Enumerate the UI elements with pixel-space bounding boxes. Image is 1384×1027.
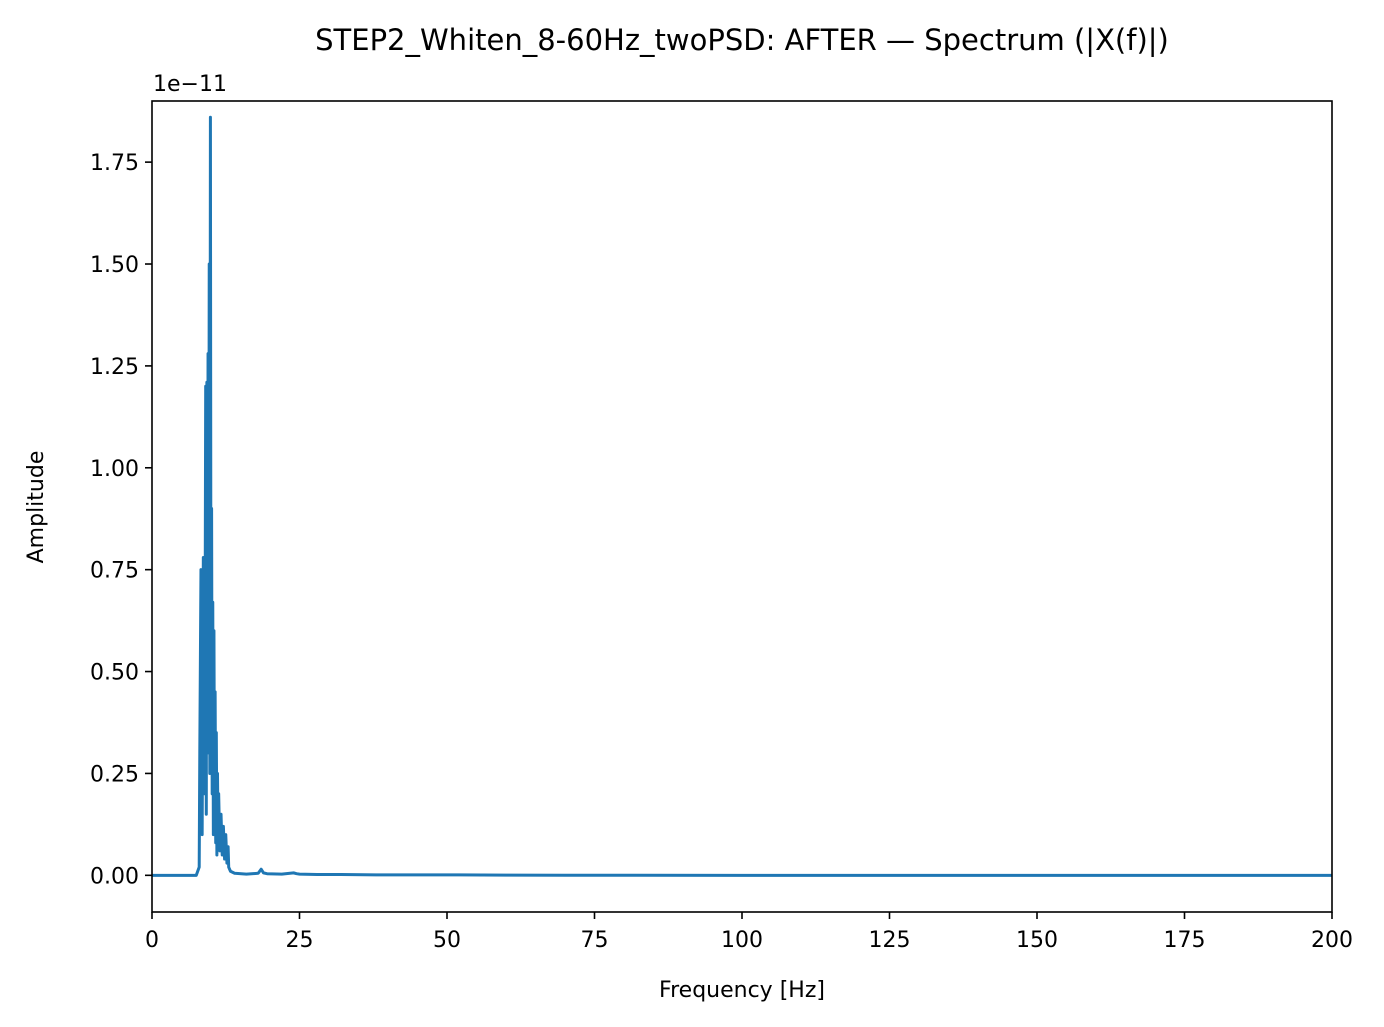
y-tick-label: 0.50 xyxy=(90,661,139,686)
y-tick-label: 1.50 xyxy=(90,253,139,278)
y-tick-label: 0.00 xyxy=(90,864,139,889)
spectrum-line xyxy=(152,115,1332,877)
y-axis-label: Amplitude xyxy=(24,451,49,564)
y-tick-label: 1.25 xyxy=(90,355,139,380)
y-tick-label: 1.75 xyxy=(90,151,139,176)
x-tick-label: 200 xyxy=(1311,928,1353,953)
x-tick-label: 175 xyxy=(1164,928,1206,953)
x-tick-label: 50 xyxy=(433,928,461,953)
y-tick-label: 0.75 xyxy=(90,559,139,584)
y-axis: 0.00 0.25 0.50 0.75 1.00 1.25 1.50 1.75 xyxy=(90,151,152,889)
x-axis-label: Frequency [Hz] xyxy=(659,978,825,1003)
y-offset-label: 1e−11 xyxy=(153,72,227,97)
plot-area xyxy=(152,115,1332,877)
x-tick-label: 0 xyxy=(145,928,159,953)
x-tick-label: 100 xyxy=(721,928,763,953)
x-tick-label: 150 xyxy=(1016,928,1058,953)
y-tick-label: 0.25 xyxy=(90,762,139,787)
x-tick-label: 125 xyxy=(869,928,911,953)
x-axis: 0 25 50 75 100 125 150 175 200 xyxy=(145,912,1353,953)
x-tick-label: 75 xyxy=(581,928,609,953)
chart-title: STEP2_Whiten_8-60Hz_twoPSD: AFTER — Spec… xyxy=(315,23,1169,57)
y-tick-label: 1.00 xyxy=(90,457,139,482)
plot-frame xyxy=(151,100,1333,913)
x-tick-label: 25 xyxy=(286,928,314,953)
